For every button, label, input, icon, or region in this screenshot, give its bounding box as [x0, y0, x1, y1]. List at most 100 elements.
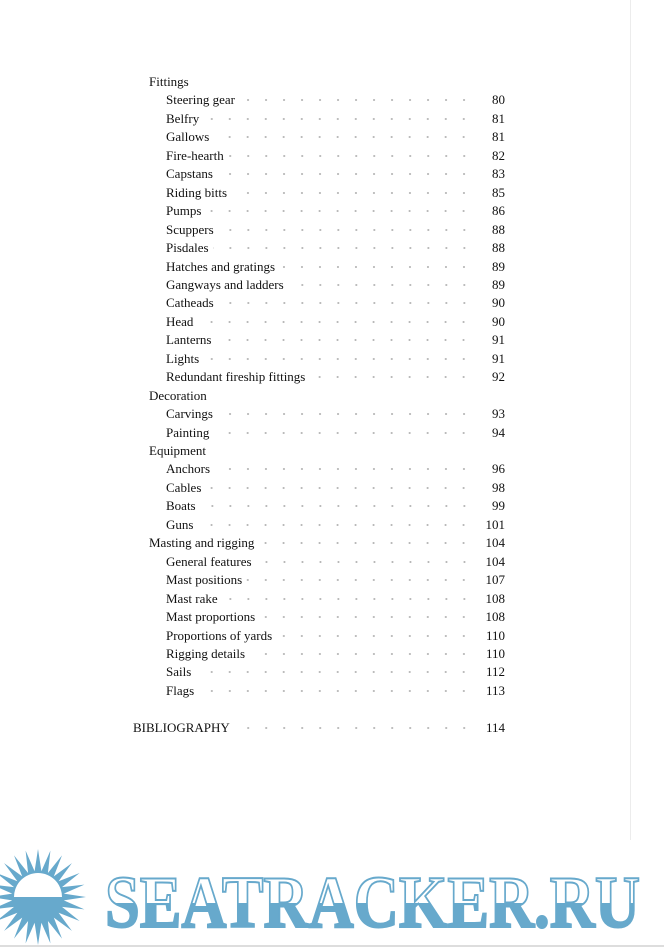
dot-leader — [309, 368, 477, 387]
toc-entry-bibliography[interactable]: BIBLIOGRAPHY 114 — [133, 719, 505, 737]
toc-entry[interactable]: Masting and rigging 104 — [149, 534, 506, 553]
toc-entry-page: 104 — [485, 535, 506, 551]
dot-leader — [203, 109, 477, 128]
toc-entry-page: 93 — [492, 406, 505, 422]
toc-entry[interactable]: Carvings 93 — [166, 405, 505, 424]
toc-entry[interactable]: Lanterns 91 — [166, 331, 505, 350]
toc-entry[interactable]: Belfry 81 — [166, 109, 505, 128]
dot-leader — [214, 460, 477, 479]
dot-leader — [198, 681, 477, 700]
dot-leader — [205, 202, 477, 221]
toc-entry-page: 112 — [485, 664, 505, 680]
toc-entry-title: Sails — [166, 664, 192, 680]
toc-entry-page: 89 — [492, 258, 505, 274]
toc-entry-title: Catheads — [166, 295, 214, 311]
toc-entry-title: Cables — [166, 479, 202, 495]
toc-entry[interactable]: Capstans 83 — [166, 165, 505, 184]
toc-entry-page: 110 — [485, 645, 505, 661]
toc-entry-title: Fire-hearth — [166, 147, 224, 163]
toc-entry-title: Proportions of yards — [166, 627, 273, 643]
toc-entry-title: Steering gear — [166, 92, 235, 108]
dot-leader — [287, 275, 477, 294]
toc-entry[interactable]: Fittings — [149, 73, 505, 91]
toc-entry[interactable]: General features 104 — [166, 552, 506, 571]
toc-entry[interactable]: Sails 112 — [166, 663, 505, 682]
toc-entry[interactable]: Hatches and gratings 89 — [166, 257, 505, 276]
dot-leader — [233, 719, 477, 737]
toc-entry[interactable]: Equipment — [149, 442, 505, 460]
toc-entry-page: 104 — [485, 553, 506, 569]
toc-entry-title: Mast rake — [166, 590, 218, 606]
toc-entry[interactable]: Cables 98 — [166, 478, 505, 497]
dot-leader — [249, 644, 477, 663]
toc-entry-page: 98 — [492, 479, 505, 495]
toc-entry-title: Fittings — [149, 74, 189, 89]
toc-entry-title: Head — [166, 313, 194, 329]
toc-entry[interactable]: Pisdales 88 — [166, 239, 505, 258]
toc-entry[interactable]: Gangways and ladders 89 — [166, 275, 505, 294]
toc-entry[interactable]: Rigging details 110 — [166, 644, 505, 663]
seatracker-watermark: SEATRACKER.RU — [0, 849, 641, 945]
toc-entry-title: Guns — [166, 516, 194, 532]
dot-leader — [197, 312, 477, 331]
toc-entry-title: Pumps — [166, 203, 202, 219]
toc-entry-page: 81 — [492, 110, 505, 126]
toc-entry[interactable]: Mast positions 107 — [166, 571, 506, 590]
toc-entry-page: 94 — [492, 424, 505, 440]
toc-entry-page: 91 — [492, 350, 505, 366]
toc-entry[interactable]: Mast proportions 108 — [166, 608, 506, 627]
toc-entry-title: Carvings — [166, 406, 213, 422]
toc-entry-page: 114 — [485, 720, 505, 735]
dot-leader — [216, 405, 477, 424]
toc-entry-page: 83 — [492, 166, 505, 182]
toc-entry[interactable]: Head 90 — [166, 312, 505, 331]
toc-entry-title: Painting — [166, 424, 210, 440]
toc-entry-title: Mast positions — [166, 572, 243, 588]
toc-entry-title: Lanterns — [166, 332, 212, 348]
dot-leader — [216, 165, 477, 184]
toc-entry-page: 85 — [492, 184, 505, 200]
toc-entry[interactable]: Guns 101 — [166, 515, 505, 534]
toc-entry-page: 86 — [492, 203, 505, 219]
page-edge-line — [630, 0, 631, 840]
dot-leader — [203, 349, 477, 368]
dot-leader — [197, 515, 477, 534]
toc-entry[interactable]: Painting 94 — [166, 423, 505, 442]
toc-entry-page: 82 — [492, 147, 505, 163]
toc-entry-title: Masting and rigging — [149, 535, 255, 551]
dot-leader — [258, 534, 477, 553]
toc-entry[interactable]: Scuppers 88 — [166, 220, 505, 239]
toc-entry[interactable]: Gallows 81 — [166, 128, 505, 147]
dot-leader — [213, 128, 477, 147]
dot-leader — [279, 257, 477, 276]
toc-entry-title: BIBLIOGRAPHY — [133, 720, 230, 735]
toc-entry-page: 81 — [492, 129, 505, 145]
toc-entry[interactable]: Flags 113 — [166, 681, 505, 700]
toc-entry-title: Pisdales — [166, 240, 209, 256]
toc-entry[interactable]: Steering gear 80 — [166, 91, 505, 110]
toc-entry[interactable]: Mast rake 108 — [166, 589, 506, 608]
toc-entry[interactable]: Lights 91 — [166, 349, 505, 368]
toc-entry[interactable]: Pumps 86 — [166, 202, 505, 221]
toc-entry-page: 89 — [492, 276, 505, 292]
toc-entry-title: Scuppers — [166, 221, 214, 237]
dot-leader — [212, 239, 477, 258]
toc-entry[interactable]: Fire-hearth 82 — [166, 146, 505, 165]
toc-entry-page: 108 — [485, 609, 506, 625]
toc-entry[interactable]: Redundant fireship fittings 92 — [166, 368, 505, 387]
toc-entry[interactable]: Decoration — [149, 387, 505, 405]
toc-entry-page: 96 — [492, 461, 505, 477]
dot-leader — [259, 608, 477, 627]
toc-entry[interactable]: Boats 99 — [166, 497, 505, 516]
toc-entry-page: 88 — [492, 240, 505, 256]
toc-entry-title: Belfry — [166, 110, 200, 126]
toc-entry[interactable]: Anchors 96 — [166, 460, 505, 479]
toc-entry[interactable]: Riding bitts 85 — [166, 183, 505, 202]
toc-entry-page: 110 — [485, 627, 505, 643]
toc-entry[interactable]: Catheads 90 — [166, 294, 505, 313]
toc-entry[interactable]: Proportions of yards 110 — [166, 626, 505, 645]
toc-entry-title: Hatches and gratings — [166, 258, 276, 274]
toc-entry-page: 99 — [492, 498, 505, 514]
toc-entry-page: 107 — [485, 572, 506, 588]
toc-entry-page: 108 — [485, 590, 506, 606]
